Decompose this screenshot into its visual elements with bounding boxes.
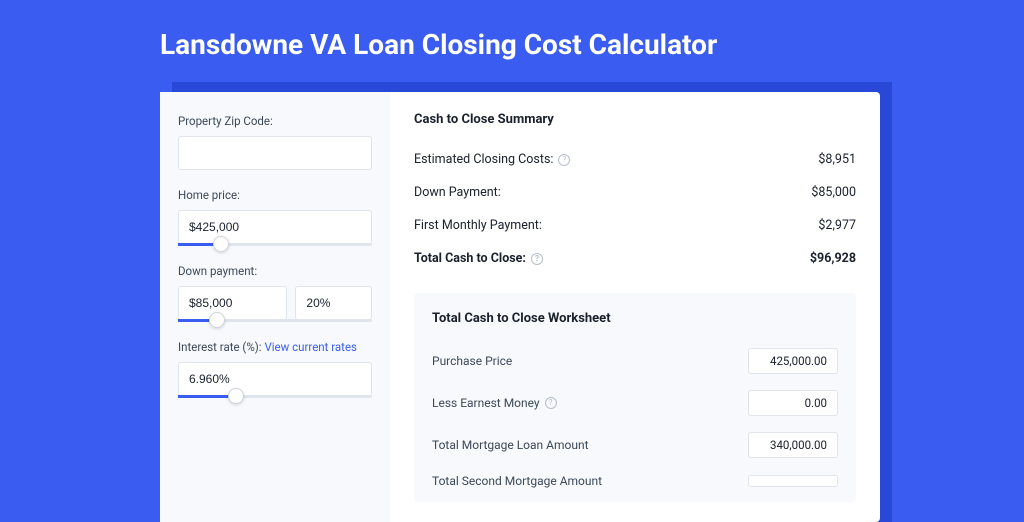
worksheet-row-value: 340,000.00: [748, 432, 838, 458]
interest-rate-label: Interest rate (%): View current rates: [178, 340, 372, 354]
worksheet-row: Total Second Mortgage Amount: [432, 466, 838, 496]
worksheet-row-label-text: Less Earnest Money: [432, 396, 540, 410]
summary-row-label-text: Estimated Closing Costs:: [414, 152, 553, 167]
home-price-field-group: Home price:: [178, 188, 372, 246]
summary-row: Total Cash to Close:? $96,928: [414, 242, 856, 275]
down-payment-pct-input[interactable]: [295, 286, 372, 320]
summary-row: First Monthly Payment: $2,977: [414, 209, 856, 242]
calculator-card: Property Zip Code: Home price: Down paym…: [160, 92, 880, 522]
summary-row-label-text: Down Payment:: [414, 185, 501, 200]
down-payment-slider[interactable]: [178, 319, 372, 322]
summary-row-label-text: Total Cash to Close:: [414, 251, 526, 266]
interest-rate-slider-thumb[interactable]: [228, 388, 244, 404]
summary-row-value: $85,000: [811, 185, 856, 200]
summary-row-label-text: First Monthly Payment:: [414, 218, 542, 233]
help-icon[interactable]: ?: [531, 253, 543, 265]
worksheet-row: Purchase Price 425,000.00: [432, 340, 838, 382]
worksheet-section: Total Cash to Close Worksheet Purchase P…: [414, 293, 856, 502]
interest-rate-label-text: Interest rate (%):: [178, 340, 262, 354]
down-payment-slider-thumb[interactable]: [209, 312, 225, 328]
worksheet-row: Total Mortgage Loan Amount 340,000.00: [432, 424, 838, 466]
summary-row: Down Payment: $85,000: [414, 176, 856, 209]
summary-row-value: $2,977: [818, 218, 856, 233]
zip-field-group: Property Zip Code:: [178, 114, 372, 170]
down-payment-field-group: Down payment:: [178, 264, 372, 322]
help-icon[interactable]: ?: [545, 397, 557, 409]
page-title: Lansdowne VA Loan Closing Cost Calculato…: [0, 0, 1024, 61]
worksheet-title: Total Cash to Close Worksheet: [432, 311, 838, 326]
down-payment-label: Down payment:: [178, 264, 372, 278]
home-price-slider[interactable]: [178, 243, 372, 246]
worksheet-row-value: 0.00: [748, 390, 838, 416]
inputs-sidebar: Property Zip Code: Home price: Down paym…: [160, 92, 390, 522]
summary-row-value: $96,928: [810, 251, 856, 266]
interest-rate-input[interactable]: [178, 362, 372, 396]
worksheet-row-value: 425,000.00: [748, 348, 838, 374]
summary-row-label: Down Payment:: [414, 185, 501, 200]
summary-row-value: $8,951: [818, 152, 856, 167]
worksheet-row-label: Total Second Mortgage Amount: [432, 474, 602, 488]
down-payment-input[interactable]: [178, 286, 287, 320]
worksheet-row-label: Purchase Price: [432, 354, 512, 368]
worksheet-row-label-text: Total Mortgage Loan Amount: [432, 438, 589, 452]
worksheet-row: Less Earnest Money? 0.00: [432, 382, 838, 424]
home-price-slider-thumb[interactable]: [213, 236, 229, 252]
home-price-input[interactable]: [178, 210, 372, 244]
results-panel: Cash to Close Summary Estimated Closing …: [390, 92, 880, 522]
zip-input[interactable]: [178, 136, 372, 170]
home-price-label: Home price:: [178, 188, 372, 202]
summary-row-label: Total Cash to Close:?: [414, 251, 543, 266]
summary-section: Cash to Close Summary Estimated Closing …: [414, 112, 856, 275]
interest-rate-field-group: Interest rate (%): View current rates: [178, 340, 372, 398]
worksheet-row-label-text: Total Second Mortgage Amount: [432, 474, 602, 488]
worksheet-row-value: [748, 475, 838, 487]
summary-row-label: Estimated Closing Costs:?: [414, 152, 570, 167]
interest-rate-slider[interactable]: [178, 395, 372, 398]
worksheet-row-label: Total Mortgage Loan Amount: [432, 438, 589, 452]
zip-label: Property Zip Code:: [178, 114, 372, 128]
summary-title: Cash to Close Summary: [414, 112, 856, 127]
summary-row: Estimated Closing Costs:? $8,951: [414, 143, 856, 176]
help-icon[interactable]: ?: [558, 154, 570, 166]
worksheet-row-label-text: Purchase Price: [432, 354, 512, 368]
view-rates-link[interactable]: View current rates: [264, 340, 357, 354]
summary-row-label: First Monthly Payment:: [414, 218, 542, 233]
worksheet-row-label: Less Earnest Money?: [432, 396, 557, 410]
